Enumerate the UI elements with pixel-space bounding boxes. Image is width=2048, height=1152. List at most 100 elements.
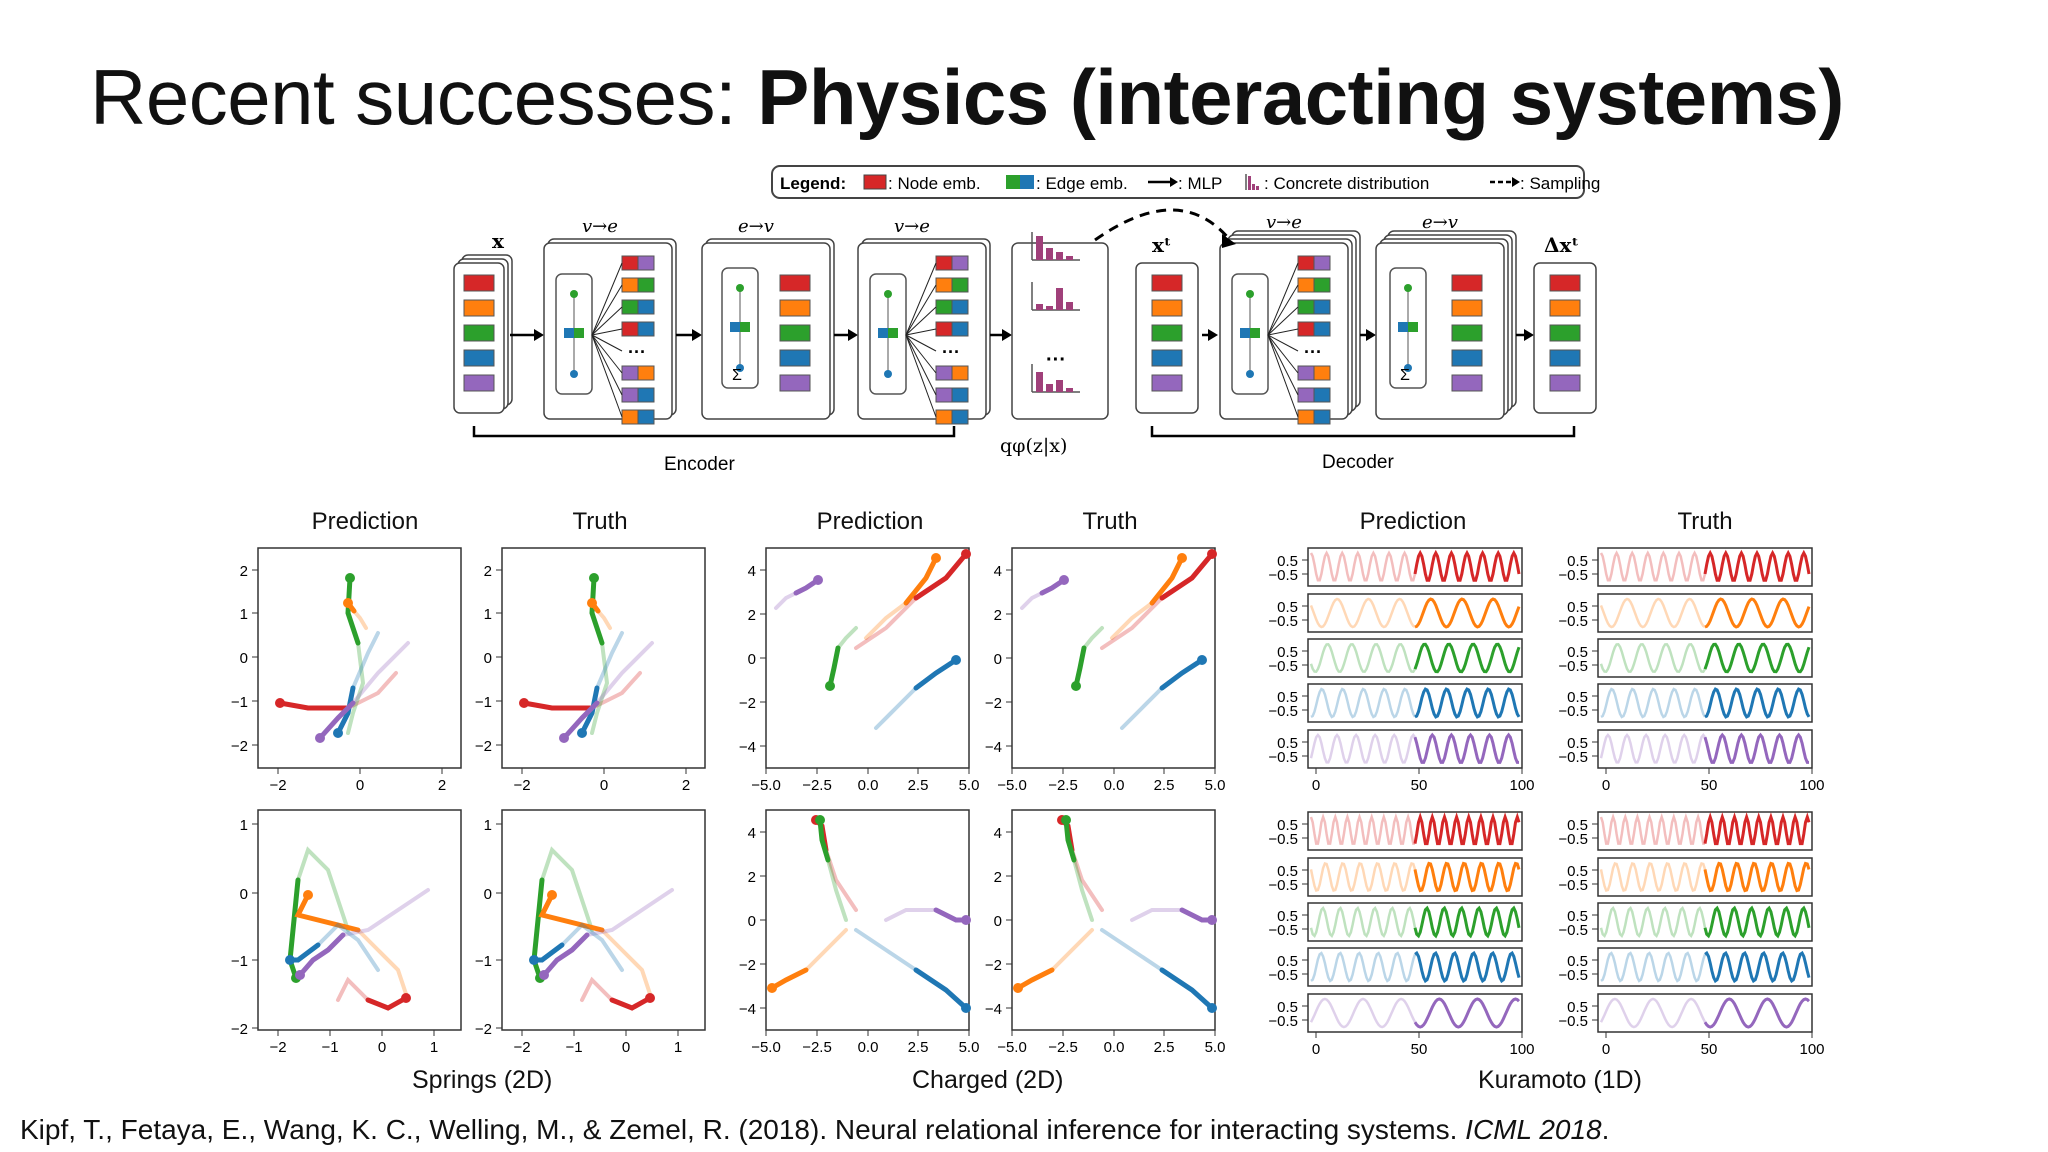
kuramoto-truth-top-row3-ytick: −0.5 <box>1558 658 1588 675</box>
dec-v2e-mlp-cell <box>1250 328 1260 338</box>
dec-v2e-dots: ··· <box>1304 342 1322 362</box>
enc-v2e-link <box>591 284 623 336</box>
charged-truth-bot <box>1011 809 1216 1031</box>
charged-truth-top-blue <box>1159 657 1205 691</box>
e-to-v-label-2: e→v <box>1422 212 1458 233</box>
springs-pred-top-blue-ghost <box>351 631 380 690</box>
legend-sampling-label: : Sampling <box>1520 174 1600 193</box>
charged-pred-top-green <box>827 645 841 689</box>
xt-block-node <box>1151 349 1183 367</box>
charged-truth-top-green <box>1073 645 1087 689</box>
springs-pred-bot-red-endpoint <box>401 993 411 1003</box>
concrete-bar <box>1066 256 1073 260</box>
enc-v2e2-edge <box>951 255 969 271</box>
charged-truth-top-green-endpoint <box>1071 681 1081 691</box>
legend-node-label: : Node emb. <box>888 174 981 193</box>
dec-v2e-link <box>1267 306 1299 336</box>
springs-truth-bot-xtick: −2 <box>513 1039 530 1056</box>
enc-v2e2-edge <box>951 277 969 293</box>
sampling-arc-head-icon <box>1222 234 1236 248</box>
kuramoto-pred-top-row1-ytick: 0.5 <box>1277 553 1298 570</box>
kuramoto-truth-top-row2-series <box>1704 597 1811 629</box>
charged-truth-top-orange-ghost <box>1110 601 1154 640</box>
charged-truth-bot-xtick: 5.0 <box>1205 1039 1226 1056</box>
charged-pred-top-blue-ghost <box>874 686 918 730</box>
charged-pred-bot-orange <box>769 967 809 991</box>
node-emb-swatch <box>863 174 887 190</box>
enc-e2v-mlp-bottom <box>736 364 744 372</box>
springs-truth-bot-orange-ghost <box>600 928 654 1002</box>
enc-e2v-node <box>779 274 811 292</box>
charged-pred-bot-ytick: 0 <box>748 913 756 930</box>
charged-pred-top-orange-ghost <box>864 601 908 640</box>
delta-xt-block-node <box>1549 299 1581 317</box>
springs-pred-top-xtick: −2 <box>269 777 286 794</box>
springs-pred-top-xtick: 0 <box>356 777 364 794</box>
charged-truth-top-orange <box>1149 555 1185 606</box>
springs-pred-top-ytick: −1 <box>231 694 248 711</box>
xt-block-node <box>1151 299 1183 317</box>
springs-truth-top-green <box>589 575 605 646</box>
kuramoto-pred-bot-row1-ghost <box>1309 812 1415 845</box>
springs-pred-top-red <box>277 700 351 711</box>
kuramoto-pred-top-row5-series <box>1413 732 1519 764</box>
dec-e2v-node <box>1451 299 1483 317</box>
arrow-5-head-icon <box>1208 329 1218 341</box>
kuramoto-truth-bot-xtick: 50 <box>1701 1041 1718 1058</box>
charged-pred-bot-ytick: 2 <box>748 869 756 886</box>
charged-pred-bot-blue <box>913 967 969 1011</box>
charged-pred-bot-xtick: 5.0 <box>959 1039 980 1056</box>
springs-truth-top <box>501 547 706 769</box>
enc-v2e2-mlp-top <box>884 290 892 298</box>
enc-v2e2-dots: ··· <box>942 342 960 362</box>
enc-v2e-mlp-bottom <box>570 370 578 378</box>
encoder-label: Encoder <box>664 454 735 475</box>
concrete-bar <box>1056 288 1063 310</box>
dec-v2e-edge <box>1313 387 1331 403</box>
charged-pred-bot-ytick: −4 <box>739 1001 756 1018</box>
enc-v2e2-link <box>905 262 937 336</box>
kuramoto-pred-bot-row5-series <box>1413 997 1521 1029</box>
springs-pred-bot-xtick: 0 <box>378 1039 386 1056</box>
v-to-e-label-1: v→e <box>582 216 618 237</box>
enc-v2e-link <box>591 334 623 374</box>
charged-pred-bot-orange-ghost <box>804 928 848 972</box>
springs-truth-bot-orange-endpoint <box>547 890 557 900</box>
decoder-bracket <box>1150 426 1576 438</box>
charged-truth-bot-green-ghost <box>1072 858 1094 922</box>
springs-truth-bot <box>501 809 706 1031</box>
kuramoto-truth-top-xtick: 50 <box>1701 777 1718 794</box>
dec-v2e-link <box>1267 334 1299 374</box>
charged-pred-bot-orange-endpoint <box>767 983 777 993</box>
charged-pred-top-ytick: −2 <box>739 695 756 712</box>
arrow-3-head-icon <box>848 329 858 341</box>
charged-pred-top-purple-ghost <box>774 591 798 610</box>
encoder-bracket <box>472 426 956 438</box>
springs-truth-top-ytick: −1 <box>475 694 492 711</box>
dec-v2e-link <box>1267 262 1299 336</box>
charged-pred-top-ytick: 4 <box>748 563 756 580</box>
kuramoto-pred-bot-row1-ytick: 0.5 <box>1277 817 1298 834</box>
charged-truth-top-green-ghost <box>1082 626 1104 650</box>
arrow-4-head-icon <box>1002 329 1012 341</box>
charged-truth-top-purple-endpoint <box>1059 575 1069 585</box>
springs-truth-bot-red-endpoint <box>645 993 655 1003</box>
enc-v2e2-link <box>905 334 937 396</box>
charged-pred-top-ytick: 2 <box>748 607 756 624</box>
charged-pred-top-ytick: 0 <box>748 651 756 668</box>
dec-e2v-node <box>1451 374 1483 392</box>
charged-truth-top-xtick: 0.0 <box>1104 777 1125 794</box>
charged-truth-bot-blue-ghost <box>1100 928 1164 972</box>
legend-mlp-label: : MLP <box>1178 174 1222 193</box>
kuramoto-pred-bot-row2-ytick: 0.5 <box>1277 863 1298 880</box>
charged-truth-top-red-endpoint <box>1207 549 1217 559</box>
enc-v2e-edge <box>637 255 655 271</box>
x-block-node <box>463 374 495 392</box>
springs-pred-top-blue <box>335 685 356 736</box>
kuramoto-truth-top-row1-series <box>1703 549 1811 582</box>
springs-truth-top-blue-ghost <box>595 631 624 690</box>
charged-truth-top-purple-ghost <box>1020 591 1044 610</box>
kuramoto-truth-bot-row5 <box>1597 993 1813 1033</box>
kuramoto-truth-top-row1-ytick: 0.5 <box>1567 553 1588 570</box>
kuramoto-pred-bot-row1-series <box>1413 812 1521 846</box>
